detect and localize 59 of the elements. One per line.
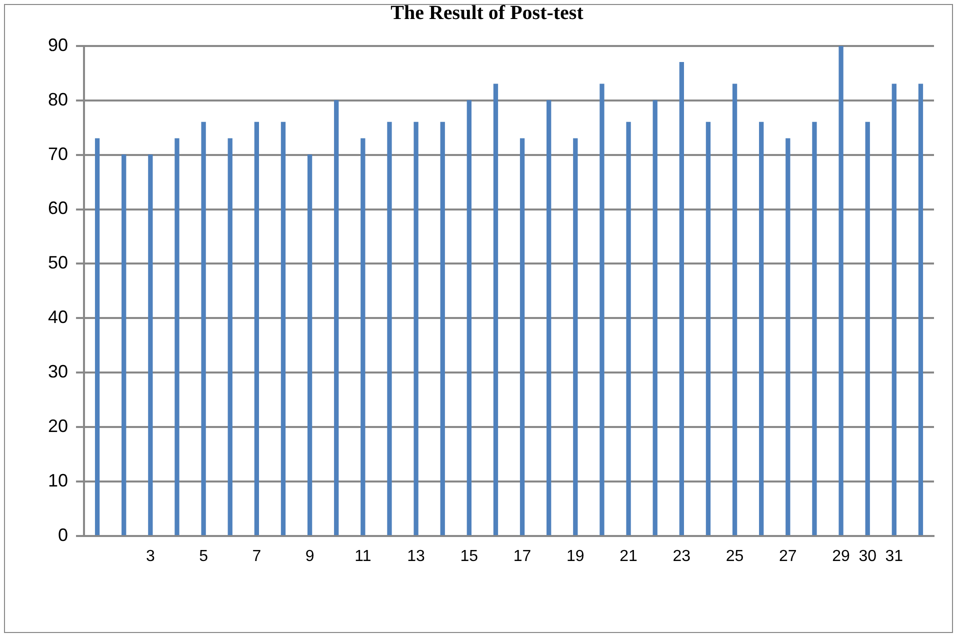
- x-tick-label: 11: [354, 548, 372, 565]
- bar: [228, 138, 232, 536]
- y-tick-label: 30: [48, 362, 68, 382]
- bar: [892, 84, 896, 536]
- bar: [94, 138, 100, 536]
- x-tick-label: 27: [779, 548, 797, 565]
- bar: [201, 122, 206, 536]
- bar: [280, 122, 286, 536]
- chart-title: The Result of Post-test: [390, 2, 584, 24]
- bar: [652, 100, 658, 536]
- bar: [546, 100, 552, 536]
- x-tick-label: 7: [252, 548, 262, 565]
- bar: [918, 84, 924, 536]
- bar: [440, 122, 445, 536]
- x-tick-label: 21: [620, 548, 638, 565]
- y-tick-label: 60: [48, 198, 68, 218]
- bar: [838, 46, 844, 536]
- bar: [573, 138, 578, 536]
- x-tick-label: 31: [885, 548, 904, 565]
- bar: [334, 100, 339, 536]
- x-tick-label: 23: [672, 548, 691, 565]
- y-tick-label: 50: [48, 252, 68, 273]
- y-tick-label: 70: [48, 144, 68, 164]
- y-tick-label: 90: [48, 34, 68, 55]
- bar: [865, 122, 870, 536]
- x-tick-label: 30: [858, 548, 877, 565]
- bar: [520, 138, 525, 536]
- bar: [679, 62, 684, 536]
- x-tick-label: 3: [146, 548, 155, 565]
- bar: [466, 100, 472, 536]
- y-tick-label: 40: [48, 307, 68, 328]
- bar: [626, 122, 631, 536]
- x-tick-label: 5: [199, 548, 208, 565]
- x-tick-label: 9: [305, 548, 314, 565]
- bar: [414, 122, 418, 536]
- bar: [254, 122, 260, 536]
- x-tick-label: 15: [460, 548, 478, 565]
- bar: [812, 122, 817, 536]
- bar: [759, 122, 764, 536]
- bar: [122, 154, 126, 536]
- x-tick-label: 17: [513, 548, 532, 565]
- bar: [732, 84, 738, 536]
- x-tick-label: 25: [726, 548, 744, 565]
- bar: [706, 122, 711, 536]
- bar: [148, 154, 153, 536]
- y-tick-label: 80: [48, 89, 68, 110]
- bar: [174, 138, 180, 536]
- x-tick-label: 13: [407, 548, 426, 565]
- bar: [600, 84, 604, 536]
- y-tick-label: 0: [58, 524, 68, 545]
- bar: [307, 154, 312, 536]
- x-tick-label: 19: [566, 548, 584, 565]
- bar: [493, 84, 498, 536]
- x-tick-label: 29: [832, 548, 850, 565]
- y-tick-label: 20: [48, 416, 68, 436]
- y-tick-label: 10: [48, 470, 68, 490]
- bar: [786, 138, 790, 536]
- bar: [387, 122, 392, 536]
- bar: [360, 138, 366, 536]
